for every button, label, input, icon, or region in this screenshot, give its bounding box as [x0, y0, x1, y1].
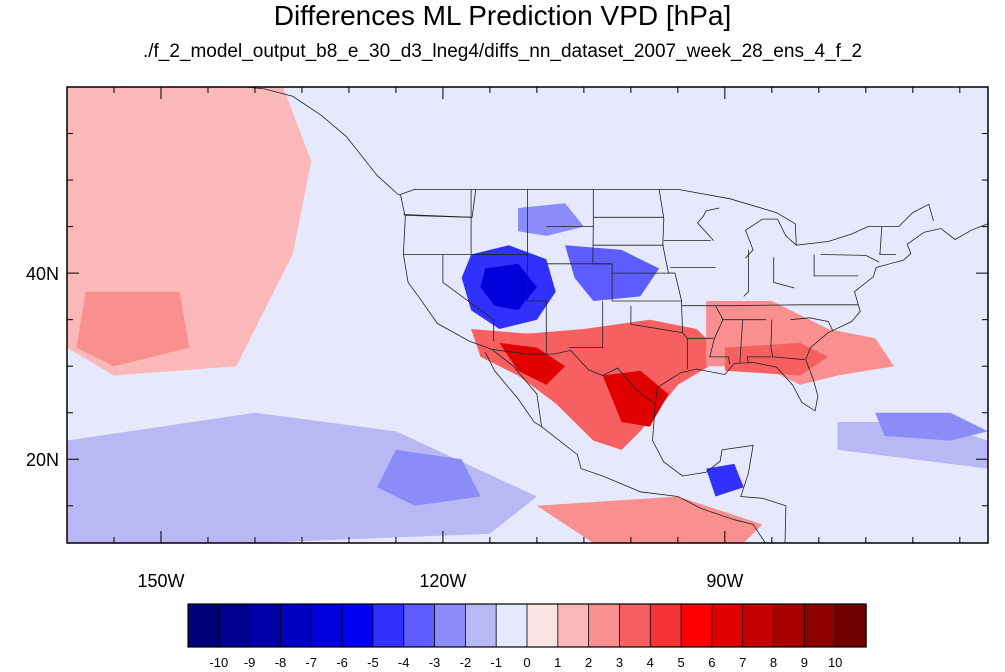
- boundary-line: [790, 317, 834, 331]
- colorbar-swatch: [434, 603, 467, 648]
- colorbar-swatch: [280, 603, 312, 648]
- boundary-line: [652, 404, 787, 543]
- colorbar-label: -3: [429, 655, 441, 670]
- lat-tick-label: 40N: [26, 264, 59, 284]
- lon-tick-label: 90W: [706, 571, 743, 591]
- colorbar-label: 3: [616, 655, 623, 670]
- colorbar: -10 -9 -8 -7 -6 -5 -4 -3 -2 -1 0 1 2 3 4 5 6 7 8 9 10: [187, 603, 867, 670]
- region-atlantic-neg: [875, 412, 988, 441]
- colorbar-swatch: [742, 603, 775, 648]
- colorbar-swatch: [711, 603, 744, 648]
- colorbar-label: 1: [554, 655, 561, 670]
- boundary-line: [398, 188, 934, 246]
- colorbar-label: -8: [275, 655, 287, 670]
- boundary-line: [709, 305, 730, 365]
- axis-ticks: 150W 120W 90W 40N 20N: [26, 86, 988, 591]
- colorbar-swatch: [310, 603, 343, 648]
- colorbar-swatch: [187, 603, 220, 648]
- boundary-line: [491, 349, 656, 405]
- boundary-line: [541, 426, 766, 543]
- lon-tick-label: 120W: [419, 571, 466, 591]
- region-mexico-core: [499, 342, 566, 385]
- boundary-line: [568, 301, 604, 349]
- colorbar-label: -9: [244, 655, 256, 670]
- colorbar-label: 8: [770, 655, 777, 670]
- boundary-line: [773, 257, 795, 289]
- colorbar-label: -1: [490, 655, 502, 670]
- boundary-line: [527, 189, 547, 355]
- colorbar-swatch: [649, 603, 682, 648]
- boundary-line: [772, 356, 805, 361]
- colorbar-label: -10: [209, 655, 228, 670]
- region-yucatan-neg: [706, 463, 744, 497]
- boundary-line: [245, 87, 399, 196]
- colorbar-label: -4: [398, 655, 410, 670]
- colorbar-label: 7: [739, 655, 746, 670]
- colorbar-label: 9: [801, 655, 808, 670]
- colorbar-swatch: [372, 603, 405, 648]
- colorbar-swatch: [557, 603, 590, 648]
- region-gulf-positive: [724, 342, 829, 376]
- coastlines: [245, 87, 988, 543]
- region-basin-core: [480, 263, 537, 311]
- colorbar-label: 4: [647, 655, 654, 670]
- colorbar-label: 2: [585, 655, 592, 670]
- colorbar-swatch: [341, 603, 374, 648]
- colorbar-swatch: [834, 603, 867, 648]
- colorbar-label: -6: [336, 655, 348, 670]
- region-montana-negative: [518, 203, 584, 236]
- region-texas-core: [602, 370, 669, 427]
- boundary-line: [654, 223, 988, 412]
- colorbar-swatch: [249, 603, 282, 648]
- colorbar-swatch: [680, 603, 713, 648]
- boundary-line: [658, 189, 682, 302]
- boundary-line: [813, 254, 859, 277]
- boundary-line: [681, 305, 683, 333]
- boundary-line: [879, 226, 896, 255]
- colorbar-swatch: [773, 603, 806, 648]
- boundary-line: [820, 254, 880, 263]
- region-hawaii-pos: [76, 291, 190, 367]
- colorbar-swatch: [526, 603, 559, 648]
- lon-tick-label: 150W: [137, 571, 184, 591]
- colorbar-swatch: [464, 603, 497, 648]
- map-subtitle: ./f_2_model_output_b8_e_30_d3_lneg4/diff…: [142, 41, 863, 62]
- colorbar-label: 5: [677, 655, 684, 670]
- colorbar-label: 0: [523, 655, 530, 670]
- colorbar-label: -5: [367, 655, 379, 670]
- boundary-line: [743, 249, 749, 297]
- map-title: Differences ML Prediction VPD [hPa]: [273, 0, 732, 31]
- region-trop-pacific-neg: [67, 412, 537, 543]
- colorbar-swatch: [218, 603, 251, 648]
- boundary-line: [745, 218, 797, 259]
- boundary-line: [739, 319, 744, 363]
- boundary-line: [403, 189, 477, 218]
- region-central-am-pos: [536, 496, 763, 543]
- boundary-line: [697, 207, 720, 241]
- colorbar-swatch: [803, 603, 836, 648]
- colorbar-label: 6: [708, 655, 715, 670]
- colorbar-label: -2: [460, 655, 472, 670]
- colorbar-label: -7: [306, 655, 318, 670]
- colorbar-swatch: [588, 603, 621, 648]
- region-trop-pacific-core: [377, 449, 481, 506]
- map-frame: [66, 86, 989, 544]
- colorbar-swatch: [619, 603, 651, 648]
- lat-tick-label: 20N: [26, 450, 59, 470]
- colorbar-swatch: [495, 603, 528, 648]
- colorbar-label: 10: [828, 655, 842, 670]
- colorbar-swatch: [403, 603, 436, 648]
